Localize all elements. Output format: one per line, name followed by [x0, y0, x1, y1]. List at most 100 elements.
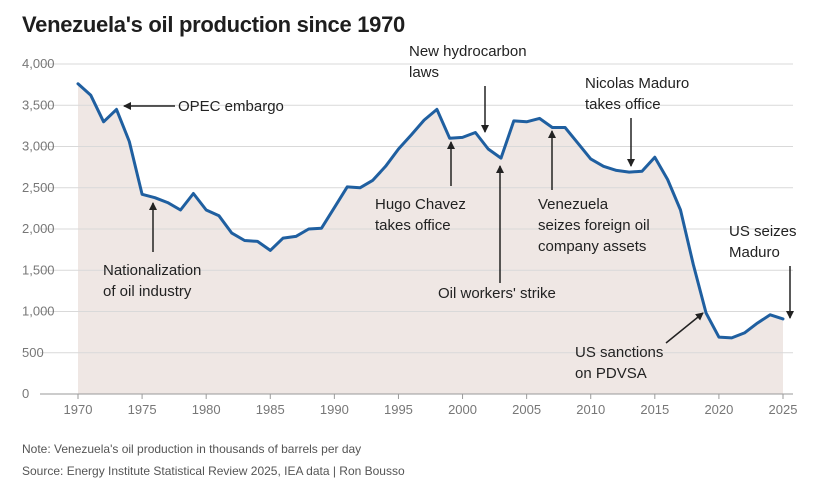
data-point: [615, 169, 618, 172]
annotation-chavez: Hugo Chavez takes office: [375, 196, 466, 234]
data-point: [141, 193, 144, 196]
data-point: [500, 157, 503, 160]
data-point: [769, 313, 772, 316]
data-point: [512, 119, 515, 122]
annotation-line: Nicolas Maduro: [585, 75, 689, 92]
data-point: [756, 322, 759, 325]
data-point: [423, 119, 426, 122]
x-tick-label: 2015: [640, 402, 669, 417]
annotation-line: Venezuela: [538, 196, 609, 213]
y-tick-label: 0: [22, 386, 29, 401]
data-point: [435, 108, 438, 111]
x-tick-label: 1980: [192, 402, 221, 417]
annotation-usseizes: US seizes Maduro: [729, 223, 797, 261]
data-point: [153, 196, 156, 199]
data-point: [525, 120, 528, 123]
data-point: [474, 131, 477, 134]
data-point: [346, 185, 349, 188]
data-point: [717, 336, 720, 339]
data-point: [320, 227, 323, 230]
data-point: [410, 133, 413, 136]
chart-source: Source: Energy Institute Statistical Rev…: [22, 464, 405, 478]
data-point: [384, 165, 387, 168]
annotation-line: US sanctions: [575, 344, 663, 361]
data-point: [743, 331, 746, 334]
data-point: [653, 156, 656, 159]
data-point: [487, 147, 490, 150]
data-point: [294, 235, 297, 238]
data-point: [461, 136, 464, 139]
data-point: [359, 186, 362, 189]
data-point: [243, 239, 246, 242]
data-point: [397, 147, 400, 150]
y-tick-label: 500: [22, 345, 44, 360]
data-point: [679, 209, 682, 212]
data-point: [282, 237, 285, 240]
data-point: [641, 170, 644, 173]
data-point: [692, 263, 695, 266]
annotation-line: New hydrocarbon: [409, 43, 527, 60]
data-point: [538, 117, 541, 120]
data-point: [128, 140, 131, 143]
annotation-line: of oil industry: [103, 283, 192, 300]
annotation-line: company assets: [538, 238, 646, 255]
x-tick-label: 2025: [769, 402, 798, 417]
x-tick-label: 1975: [128, 402, 157, 417]
data-point: [564, 126, 567, 129]
y-tick-label: 2,000: [22, 221, 55, 236]
annotation-line: takes office: [375, 217, 451, 234]
annotation-arrow-sanctions: [665, 312, 704, 344]
data-point: [256, 240, 259, 243]
data-point: [89, 94, 92, 97]
data-point: [333, 206, 336, 209]
data-point: [551, 126, 554, 129]
y-tick-label: 2,500: [22, 180, 55, 195]
annotation-hydrocarbon: New hydrocarbon laws: [409, 43, 527, 81]
annotation-line: laws: [409, 64, 439, 81]
annotation-line: seizes foreign oil: [538, 217, 650, 234]
data-point: [705, 312, 708, 315]
annotation-nationalization: Nationalization of oil industry: [103, 262, 201, 300]
data-point: [205, 209, 208, 212]
annotation-line: Hugo Chavez: [375, 196, 466, 213]
data-point: [166, 201, 169, 204]
data-point: [576, 142, 579, 145]
data-point: [666, 178, 669, 181]
data-point: [730, 336, 733, 339]
data-point: [102, 120, 105, 123]
x-tick-label: 1985: [256, 402, 285, 417]
x-tick-label: 1990: [320, 402, 349, 417]
area-fill: [78, 83, 783, 395]
data-point: [115, 108, 118, 111]
x-tick-label: 2005: [512, 402, 541, 417]
y-tick-label: 1,500: [22, 262, 55, 277]
data-point: [269, 249, 272, 252]
annotation-line: Maduro: [729, 244, 780, 261]
annotation-maduro: Nicolas Maduro takes office: [585, 75, 689, 113]
data-point: [77, 82, 80, 85]
annotation-line: Nationalization: [103, 262, 201, 279]
data-point: [192, 192, 195, 195]
data-point: [371, 179, 374, 182]
data-point: [230, 232, 233, 235]
y-tick-label: 1,000: [22, 304, 55, 319]
data-point: [602, 165, 605, 168]
annotation-opec: OPEC embargo: [178, 98, 284, 115]
y-tick-label: 3,500: [22, 97, 55, 112]
annotation-line: on PDVSA: [575, 365, 647, 382]
y-tick-label: 3,000: [22, 139, 55, 154]
data-point: [307, 228, 310, 231]
chart-title: Venezuela's oil production since 1970: [22, 12, 405, 37]
data-point: [179, 209, 182, 212]
data-point: [628, 171, 631, 174]
annotation-line: takes office: [585, 96, 661, 113]
x-tick-label: 1970: [64, 402, 93, 417]
annotation-seizes: Venezuela seizes foreign oil company asset…: [538, 196, 650, 255]
x-tick-label: 2000: [448, 402, 477, 417]
annotation-strike: Oil workers' strike: [438, 285, 556, 302]
x-tick-label: 2010: [576, 402, 605, 417]
data-point: [589, 157, 592, 160]
data-point: [448, 137, 451, 140]
